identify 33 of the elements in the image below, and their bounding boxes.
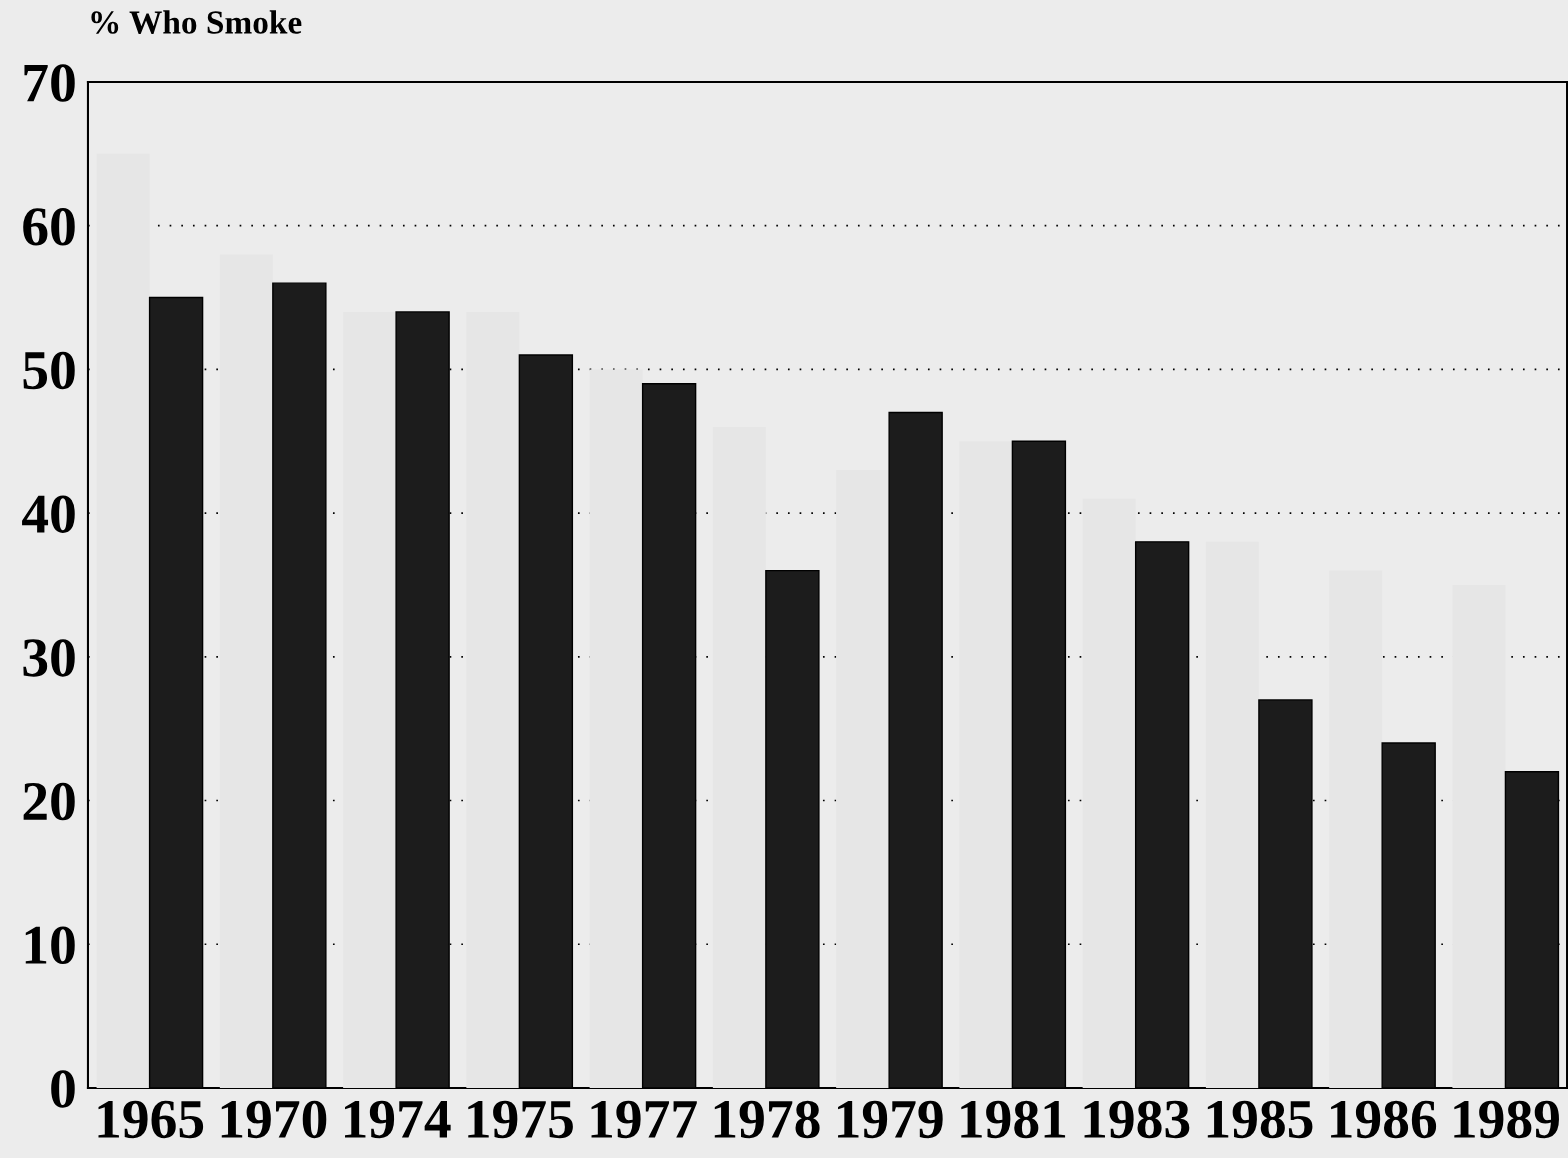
bar [466, 311, 520, 1088]
x-tick-label: 1970 [221, 1100, 327, 1139]
bar [1082, 498, 1136, 1088]
x-tick-label: 1965 [98, 1100, 204, 1139]
bar [836, 470, 890, 1088]
y-tick-label: 10 [25, 926, 75, 965]
y-tick-label: 60 [23, 208, 75, 246]
x-tick-label: 1974 [345, 1100, 451, 1139]
x-tick-label: 1983 [1084, 1100, 1190, 1139]
x-tick-label: 1989 [1454, 1100, 1559, 1139]
y-tick-label: 20 [23, 782, 75, 821]
bar [1205, 541, 1259, 1088]
bar [96, 153, 150, 1088]
y-tick-label: 70 [24, 64, 75, 102]
bar [1452, 584, 1506, 1088]
y-axis-title: % Who Smoke [91, 10, 302, 34]
x-tick-label: 1979 [838, 1100, 943, 1139]
x-tick-label: 1977 [591, 1100, 697, 1139]
bar [343, 311, 397, 1088]
x-tick-label: 1985 [1207, 1100, 1313, 1139]
y-tick-label: 40 [22, 495, 75, 533]
y-tick-label: 30 [23, 639, 75, 677]
bar [959, 441, 1013, 1088]
bar [712, 426, 766, 1088]
x-tick-label: 1981 [961, 1100, 1066, 1139]
bar [1329, 570, 1383, 1088]
x-tick-label: 1986 [1331, 1100, 1437, 1139]
bar [589, 369, 643, 1088]
bar [219, 254, 273, 1088]
x-tick-label: 1978 [714, 1100, 820, 1139]
y-tick-label: 50 [23, 351, 75, 390]
y-tick-label: 0 [51, 1070, 75, 1108]
x-tick-label: 1975 [468, 1100, 573, 1139]
